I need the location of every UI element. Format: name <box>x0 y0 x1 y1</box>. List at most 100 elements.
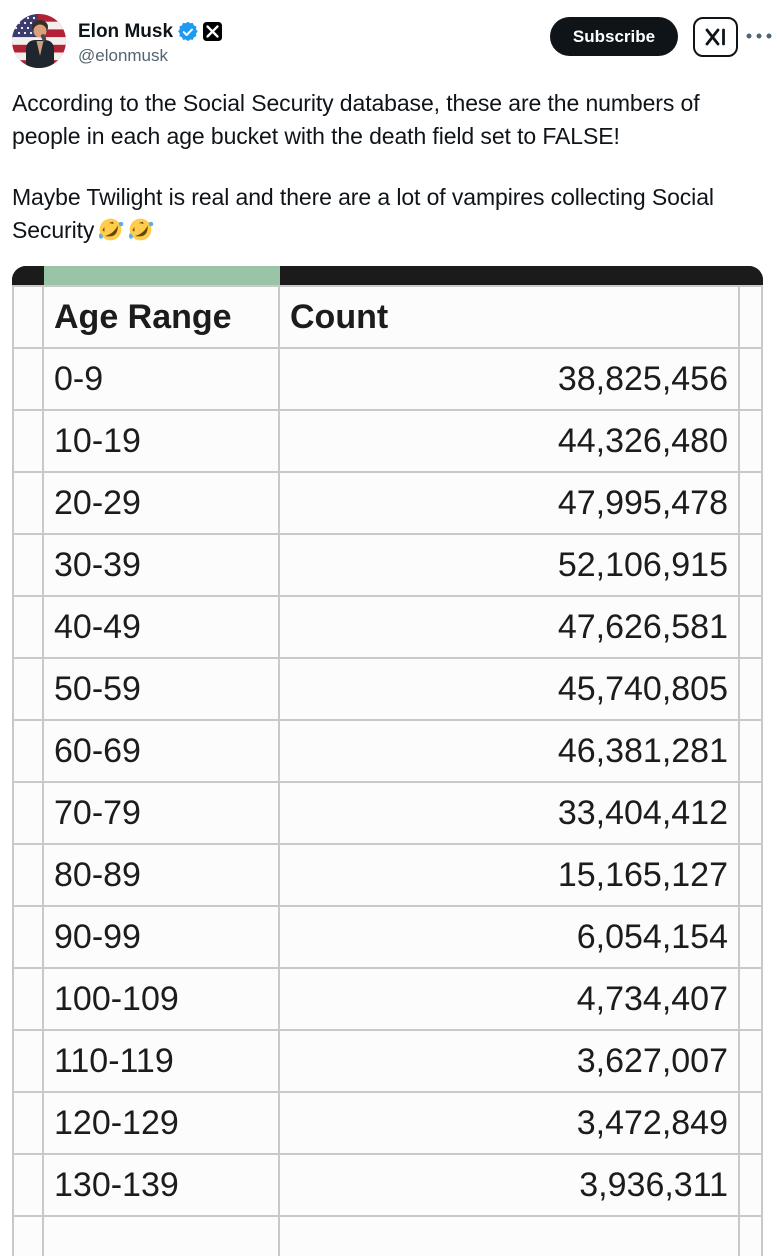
table-row: 30-39 52,106,915 <box>12 533 763 597</box>
age-range-cell: 10-19 <box>42 409 280 473</box>
tweet-paragraph-2: Maybe Twilight is real and there are a l… <box>12 184 714 243</box>
count-cell: 33,404,412 <box>278 781 740 845</box>
count-cell: 3,472,849 <box>278 1091 740 1155</box>
table-row: 10-19 44,326,480 <box>12 409 763 473</box>
age-range-cell: 80-89 <box>42 843 280 907</box>
margin-cell <box>738 967 763 1031</box>
author-block: Elon Musk @elonmusk <box>78 20 223 67</box>
margin-cell <box>12 409 44 473</box>
margin-cell <box>12 719 44 783</box>
verified-badge-icon <box>178 21 198 41</box>
table-row: 50-59 45,740,805 <box>12 657 763 721</box>
avatar[interactable] <box>12 14 66 68</box>
count-cell: 3,627,007 <box>278 1029 740 1093</box>
age-range-cell: 40-49 <box>42 595 280 659</box>
margin-cell <box>738 409 763 473</box>
table-row: 70-79 33,404,412 <box>12 781 763 845</box>
age-range-cell: 0-9 <box>42 347 280 411</box>
tweet-image-table[interactable]: Age Range Count 0-9 38,825,456 10-19 44,… <box>12 266 763 1256</box>
count-cell: 45,740,805 <box>278 657 740 721</box>
table-row: 110-119 3,627,007 <box>12 1029 763 1093</box>
grok-x-logo-icon <box>705 28 725 46</box>
margin-cell <box>738 719 763 783</box>
table-row: 20-29 47,995,478 <box>12 471 763 535</box>
rofl-emoji <box>99 218 124 241</box>
selected-column-highlight <box>44 266 280 285</box>
margin-cell <box>12 843 44 907</box>
count-cell: 15,165,127 <box>278 843 740 907</box>
margin-cell <box>738 905 763 969</box>
margin-cell <box>738 285 763 349</box>
table-row: 130-139 3,936,311 <box>12 1153 763 1217</box>
subscribe-button[interactable]: Subscribe <box>550 17 678 56</box>
tweet-paragraph-1: According to the Social Security databas… <box>12 90 700 149</box>
margin-cell <box>738 1153 763 1217</box>
table-row: 80-89 15,165,127 <box>12 843 763 907</box>
table-row: 0-9 38,825,456 <box>12 347 763 411</box>
margin-cell <box>12 967 44 1031</box>
margin-cell <box>738 347 763 411</box>
margin-cell <box>12 1091 44 1155</box>
age-range-cell: 70-79 <box>42 781 280 845</box>
margin-cell <box>738 595 763 659</box>
count-cell: 4,734,407 <box>278 967 740 1031</box>
margin-cell <box>738 781 763 845</box>
margin-cell <box>738 1091 763 1155</box>
table-row: 40-49 47,626,581 <box>12 595 763 659</box>
age-range-cell <box>42 1215 280 1256</box>
table-row: 60-69 46,381,281 <box>12 719 763 783</box>
spreadsheet-top-bar <box>12 266 763 285</box>
table-row: 120-129 3,472,849 <box>12 1091 763 1155</box>
age-range-cell: 50-59 <box>42 657 280 721</box>
grok-button[interactable] <box>693 17 738 57</box>
count-cell: 47,995,478 <box>278 471 740 535</box>
x-affiliate-badge-icon <box>203 22 223 41</box>
margin-cell <box>738 843 763 907</box>
count-cell: 6,054,154 <box>278 905 740 969</box>
age-range-cell: 120-129 <box>42 1091 280 1155</box>
margin-cell <box>12 905 44 969</box>
column-header-count: Count <box>278 285 740 349</box>
avatar-flag-photo <box>12 14 66 68</box>
ellipsis-icon <box>746 33 772 39</box>
margin-cell <box>12 471 44 535</box>
age-range-cell: 130-139 <box>42 1153 280 1217</box>
table-row: 90-99 6,054,154 <box>12 905 763 969</box>
rofl-emoji <box>129 218 154 241</box>
age-range-cell: 110-119 <box>42 1029 280 1093</box>
margin-cell <box>12 1215 44 1256</box>
margin-cell <box>12 781 44 845</box>
age-range-cell: 100-109 <box>42 967 280 1031</box>
count-cell: 44,326,480 <box>278 409 740 473</box>
more-options-button[interactable] <box>744 26 774 46</box>
count-cell: 38,825,456 <box>278 347 740 411</box>
age-count-table: Age Range Count 0-9 38,825,456 10-19 44,… <box>12 285 763 1256</box>
margin-cell <box>12 347 44 411</box>
margin-cell <box>738 1215 763 1256</box>
margin-cell <box>12 595 44 659</box>
column-header-age-range: Age Range <box>42 285 280 349</box>
margin-cell <box>12 1153 44 1217</box>
table-row: 100-109 4,734,407 <box>12 967 763 1031</box>
count-cell: 46,381,281 <box>278 719 740 783</box>
margin-cell <box>12 1029 44 1093</box>
margin-cell <box>738 657 763 721</box>
margin-cell <box>12 285 44 349</box>
margin-cell <box>738 1029 763 1093</box>
author-name-link[interactable]: Elon Musk <box>78 20 223 43</box>
table-header-row: Age Range Count <box>12 285 763 349</box>
author-handle[interactable]: @elonmusk <box>78 46 169 65</box>
age-range-cell: 90-99 <box>42 905 280 969</box>
margin-cell <box>738 471 763 535</box>
tweet-text: According to the Social Security databas… <box>12 87 752 247</box>
count-cell: 52,106,915 <box>278 533 740 597</box>
margin-cell <box>12 657 44 721</box>
display-name: Elon Musk <box>78 21 174 42</box>
count-cell <box>278 1215 740 1256</box>
count-cell: 3,936,311 <box>278 1153 740 1217</box>
margin-cell <box>12 533 44 597</box>
table-partial-row <box>12 1215 763 1256</box>
age-range-cell: 30-39 <box>42 533 280 597</box>
count-cell: 47,626,581 <box>278 595 740 659</box>
age-range-cell: 60-69 <box>42 719 280 783</box>
